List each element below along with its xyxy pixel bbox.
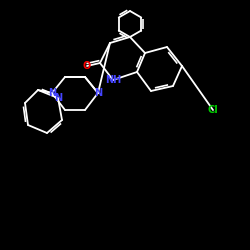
Text: N: N [94, 88, 102, 98]
Text: O: O [83, 61, 91, 71]
Text: N: N [54, 93, 62, 103]
Text: N: N [48, 88, 56, 98]
Text: Cl: Cl [208, 105, 218, 115]
Text: NH: NH [105, 75, 121, 85]
